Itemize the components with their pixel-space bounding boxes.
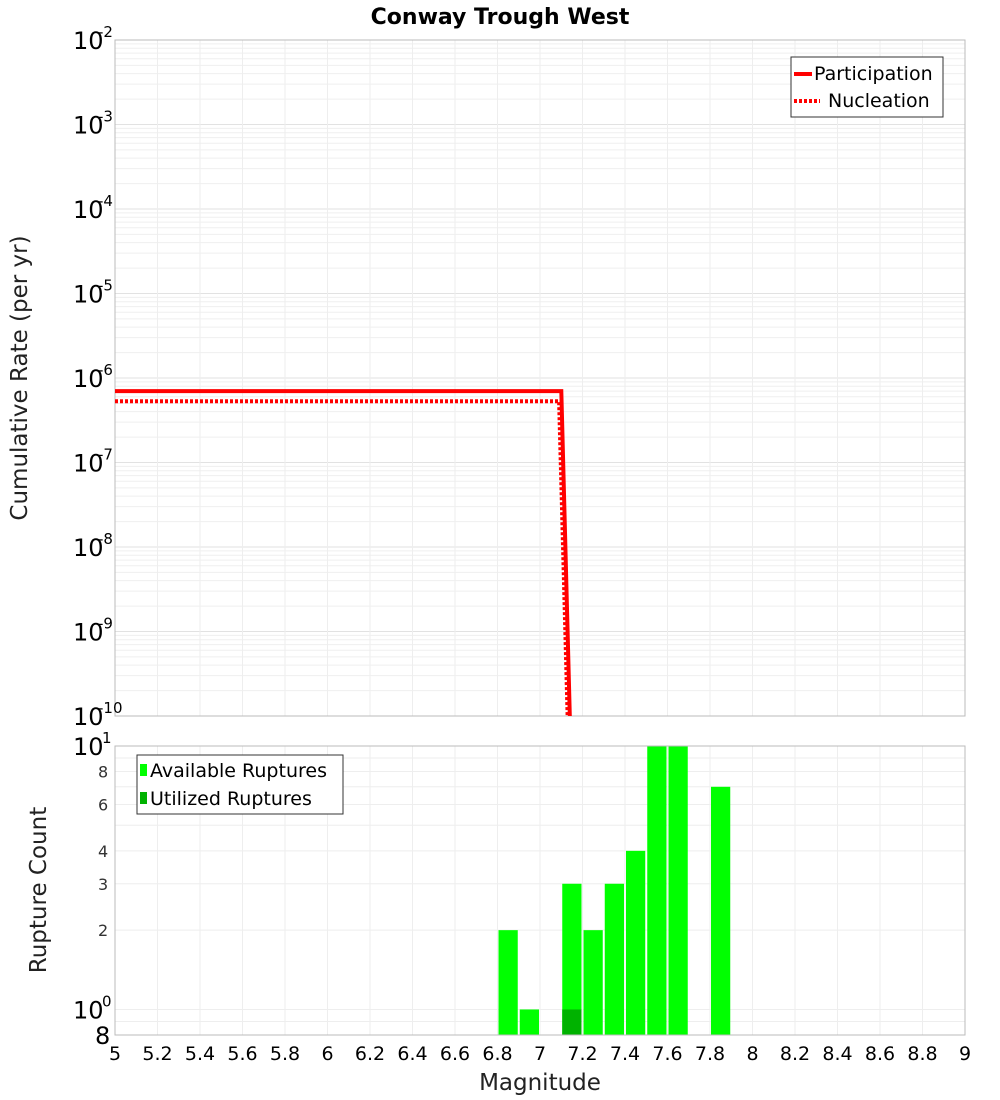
bottom-y-tick-minor: 3: [98, 875, 108, 894]
x-tick-label: 8.4: [822, 1043, 852, 1065]
x-tick-label: 9: [959, 1043, 971, 1065]
bottom-y-axis-label: Rupture Count: [26, 807, 52, 973]
x-tick-label: 6.6: [440, 1043, 470, 1065]
x-tick-label: 6: [321, 1043, 333, 1065]
bottom-plot-area: [114, 745, 966, 1036]
bar-available-ruptures: [498, 930, 518, 1035]
x-tick-label: 8.2: [780, 1043, 810, 1065]
top-y-tick-base: 10: [73, 365, 104, 393]
top-y-tick-base: 10: [73, 703, 104, 731]
x-tick-labels: 5 5.2 5.4 5.6 5.8 6 6.2 6.4 6.6 6.8 7 7.2 7.4 7.6 7.8 8…: [109, 1043, 971, 1065]
bar-available-ruptures: [604, 883, 624, 1035]
bottom-y-tick-minor: 4: [98, 842, 108, 861]
bottom-y-tick-base: 10: [73, 733, 104, 761]
top-y-tick-base: 10: [73, 281, 104, 309]
bar-available-ruptures: [562, 883, 582, 1035]
legend-nucleation-label: Nucleation: [828, 90, 930, 112]
top-y-tick-exponent: -7: [98, 446, 113, 464]
legend-available-swatch: [140, 764, 147, 776]
x-tick-label: 5.2: [142, 1043, 172, 1065]
bar-available-ruptures: [626, 850, 646, 1035]
x-tick-label: 5: [109, 1043, 121, 1065]
bar-available-ruptures: [583, 930, 603, 1035]
bottom-y-tick-exponent: 0: [102, 992, 112, 1010]
bar-available-ruptures: [711, 786, 731, 1035]
x-tick-label: 7: [534, 1043, 546, 1065]
x-tick-label: 8.6: [865, 1043, 895, 1065]
top-y-tick-base: 10: [73, 450, 104, 478]
top-y-tick-exponent: -3: [98, 108, 113, 126]
x-tick-label: 7.4: [610, 1043, 640, 1065]
top-legend: Participation Nucleation: [790, 56, 944, 118]
x-tick-label: 5.4: [185, 1043, 215, 1065]
top-y-tick-exponent: -4: [98, 192, 113, 210]
top-y-tick-exponent: -10: [98, 699, 123, 717]
bottom-bars-group: [498, 746, 731, 1035]
bottom-y-tick-exponent: 1: [102, 729, 112, 747]
legend-utilized-swatch: [140, 792, 147, 804]
bottom-y-tick-floor: 8: [95, 1022, 110, 1050]
top-y-tick-labels: 10-210-310-410-510-610-710-810-910-10: [73, 23, 123, 731]
bar-available-ruptures: [519, 1009, 539, 1035]
series-nucleation-line: [115, 399, 570, 717]
top-y-tick-base: 10: [73, 534, 104, 562]
top-y-tick-exponent: -9: [98, 615, 113, 633]
top-y-tick-base: 10: [73, 27, 104, 55]
bar-available-ruptures: [668, 746, 688, 1035]
top-y-tick-base: 10: [73, 112, 104, 140]
top-y-tick-exponent: -2: [98, 23, 113, 41]
x-tick-label: 8.8: [907, 1043, 937, 1065]
x-tick-label: 8: [746, 1043, 758, 1065]
top-plot-grid: [114, 40, 966, 717]
series-participation-line: [115, 389, 572, 717]
bar-available-ruptures: [647, 746, 667, 1035]
chart-title: Conway Trough West: [371, 5, 630, 30]
bottom-y-tick-minor: 2: [98, 921, 108, 940]
top-legend-box: [790, 56, 944, 118]
legend-available-label: Available Ruptures: [150, 760, 327, 782]
x-tick-label: 5.6: [227, 1043, 257, 1065]
top-plot-area: [114, 39, 966, 717]
x-tick-label: 5.8: [270, 1043, 300, 1065]
bottom-legend-box: [136, 754, 344, 815]
bottom-y-tick-base: 10: [73, 996, 104, 1024]
legend-participation-label: Participation: [814, 63, 933, 85]
x-axis-label: Magnitude: [479, 1070, 601, 1096]
x-tick-label: 7.2: [567, 1043, 597, 1065]
top-y-axis-label: Cumulative Rate (per yr): [7, 235, 33, 520]
x-tick-label: 6.2: [355, 1043, 385, 1065]
x-tick-label: 7.6: [652, 1043, 682, 1065]
bottom-legend: Available Ruptures Utilized Ruptures: [136, 754, 344, 815]
top-y-tick-exponent: -8: [98, 530, 113, 548]
bottom-y-tick-minor: 8: [98, 763, 108, 782]
top-y-tick-base: 10: [73, 196, 104, 224]
top-y-tick-base: 10: [73, 619, 104, 647]
bar-utilized-ruptures: [562, 1009, 582, 1035]
bottom-y-tick-minor: 6: [98, 795, 108, 814]
top-y-tick-exponent: -5: [98, 277, 113, 295]
x-tick-label: 7.8: [695, 1043, 725, 1065]
top-series-group: [115, 389, 572, 717]
legend-utilized-label: Utilized Ruptures: [150, 788, 312, 810]
x-tick-label: 6.4: [397, 1043, 427, 1065]
top-y-tick-exponent: -6: [98, 361, 113, 379]
x-tick-label: 6.8: [482, 1043, 512, 1065]
